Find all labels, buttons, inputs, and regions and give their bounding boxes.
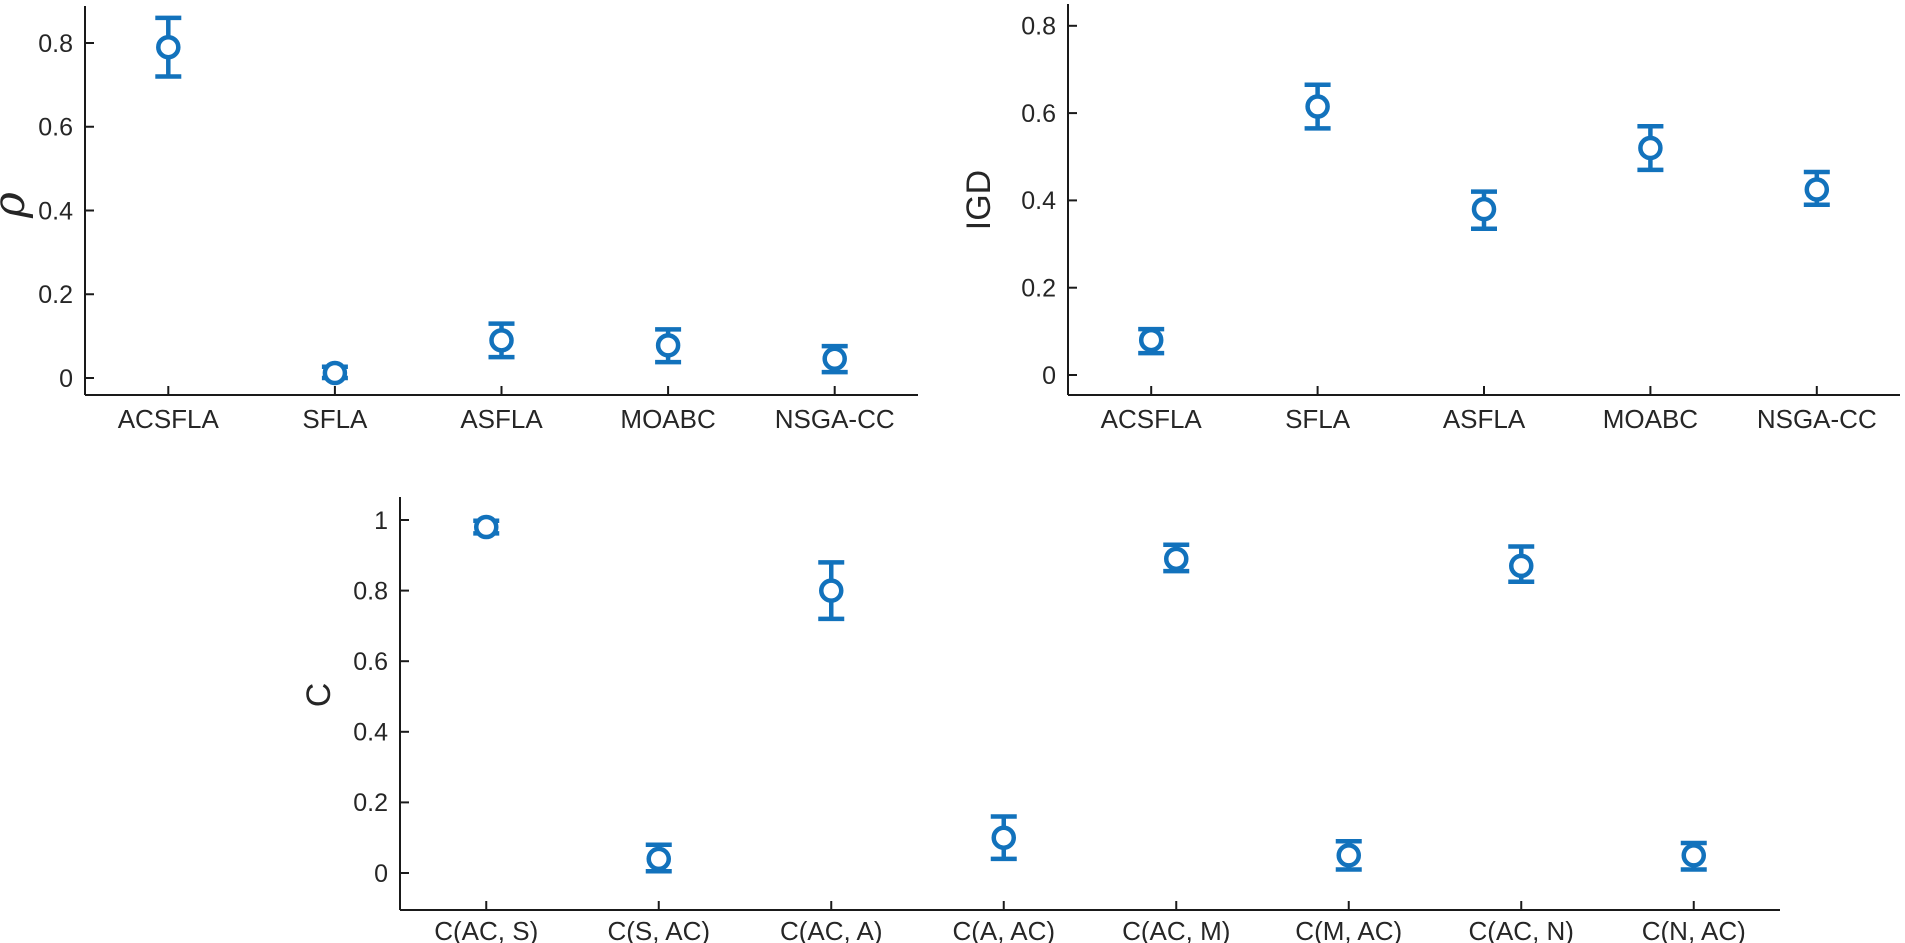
y-tick-label: 0 bbox=[374, 860, 388, 888]
marker-circle bbox=[322, 360, 348, 386]
x-tick-label: ACSFLA bbox=[1101, 404, 1203, 434]
y-axis-label: IGD bbox=[960, 170, 998, 230]
y-tick-label: 0.8 bbox=[38, 30, 73, 58]
y-axis-label: C bbox=[300, 683, 338, 708]
y-tick-label: 0.6 bbox=[353, 648, 388, 676]
marker-circle bbox=[1681, 843, 1706, 868]
marker-circle bbox=[819, 578, 844, 603]
error-bar-point bbox=[321, 360, 348, 386]
x-tick-label: SFLA bbox=[1285, 404, 1351, 434]
rho-errorbar-chart: 0 0.2 0.4 0.6 0.8 ACSFLA SFLA ASFLA MOABC NSGA-CC… bbox=[0, 0, 948, 460]
rho-errorbar-chart-canvas: 0 0.2 0.4 0.6 0.8 ACSFLA SFLA ASFLA MOABC NSGA-CC… bbox=[0, 6, 918, 434]
y-tick-label: 1 bbox=[374, 507, 388, 535]
error-bar-point bbox=[821, 343, 848, 375]
x-tick-label: C(AC, M) bbox=[1122, 916, 1230, 943]
y-axis-label: ρ bbox=[0, 192, 35, 219]
c-metric-errorbar-chart-canvas: 0 0.2 0.4 0.6 0.8 1 C(AC, S) C(S, AC) C(AC, A) C(… bbox=[300, 497, 1780, 943]
marker-circle bbox=[474, 514, 499, 540]
x-tick-label: NSGA-CC bbox=[775, 404, 895, 434]
y-tick-label: 0.2 bbox=[353, 789, 388, 817]
error-bar-point bbox=[1508, 544, 1535, 585]
error-bar-point bbox=[473, 514, 500, 540]
x-tick-label: ACSFLA bbox=[118, 404, 220, 434]
x-tick-label: C(A, AC) bbox=[952, 916, 1055, 943]
x-tick-label: C(AC, S) bbox=[434, 916, 538, 943]
y-tick-label: 0.4 bbox=[1021, 187, 1056, 215]
error-bar-point bbox=[1637, 123, 1664, 173]
marker-circle bbox=[822, 346, 847, 371]
error-bar-point bbox=[655, 327, 682, 365]
x-tick-label: ASFLA bbox=[1443, 404, 1526, 434]
marker-circle bbox=[646, 846, 671, 872]
marker-circle bbox=[489, 328, 514, 353]
marker-circle bbox=[1638, 135, 1663, 161]
error-bar-point bbox=[488, 321, 515, 360]
error-bar-point bbox=[1163, 542, 1190, 574]
marker-circle bbox=[1804, 177, 1830, 202]
y-tick-label: 0.8 bbox=[353, 577, 388, 605]
x-tick-label: C(M, AC) bbox=[1295, 916, 1402, 943]
y-tick-label: 0.6 bbox=[1021, 100, 1056, 128]
error-bar-point bbox=[1471, 189, 1497, 232]
marker-circle bbox=[1305, 94, 1330, 119]
x-tick-label: MOABC bbox=[620, 404, 715, 434]
marker-circle bbox=[1164, 546, 1189, 572]
y-tick-label: 0 bbox=[1042, 362, 1056, 390]
marker-circle bbox=[1471, 196, 1497, 222]
y-tick-label: 0 bbox=[59, 365, 73, 393]
error-bar-point bbox=[155, 15, 182, 79]
x-tick-label: MOABC bbox=[1603, 404, 1698, 434]
marker-circle bbox=[655, 333, 681, 358]
error-bar-point bbox=[1680, 840, 1707, 872]
error-bar-point bbox=[1138, 326, 1165, 356]
y-tick-label: 0.4 bbox=[38, 197, 73, 225]
x-tick-label: C(S, AC) bbox=[607, 916, 710, 943]
x-tick-label: NSGA-CC bbox=[1757, 404, 1877, 434]
y-tick-label: 0.2 bbox=[38, 281, 73, 309]
c-metric-errorbar-chart: 0 0.2 0.4 0.6 0.8 1 C(AC, S) C(S, AC) C(AC, A) C(… bbox=[0, 460, 1905, 943]
y-tick-label: 0.4 bbox=[353, 719, 388, 747]
error-bar-point bbox=[1304, 82, 1331, 131]
error-bar-point bbox=[818, 560, 845, 622]
marker-circle bbox=[991, 825, 1016, 850]
marker-circle bbox=[1336, 843, 1361, 868]
marker-circle bbox=[1138, 327, 1164, 353]
y-tick-label: 0.8 bbox=[1021, 13, 1056, 41]
y-tick-label: 0.2 bbox=[1021, 274, 1056, 302]
x-tick-label: C(AC, A) bbox=[780, 916, 883, 943]
igd-errorbar-chart: 0 0.2 0.4 0.6 0.8 ACSFLA SFLA ASFLA MOABC NSGA-CC… bbox=[950, 0, 1905, 460]
marker-circle bbox=[156, 34, 181, 60]
igd-errorbar-chart-canvas: 0 0.2 0.4 0.6 0.8 ACSFLA SFLA ASFLA MOABC NSGA-CC… bbox=[960, 4, 1900, 434]
x-tick-label: ASFLA bbox=[460, 404, 543, 434]
error-bar-point bbox=[645, 842, 672, 874]
marker-circle bbox=[1509, 553, 1534, 579]
y-tick-label: 0.6 bbox=[38, 114, 73, 142]
error-bar-point bbox=[1803, 169, 1830, 208]
x-tick-label: SFLA bbox=[302, 404, 368, 434]
x-tick-label: C(N, AC) bbox=[1642, 916, 1746, 943]
x-tick-label: C(AC, N) bbox=[1469, 916, 1574, 943]
error-bar-point bbox=[990, 814, 1017, 862]
error-bar-point bbox=[1335, 838, 1362, 872]
